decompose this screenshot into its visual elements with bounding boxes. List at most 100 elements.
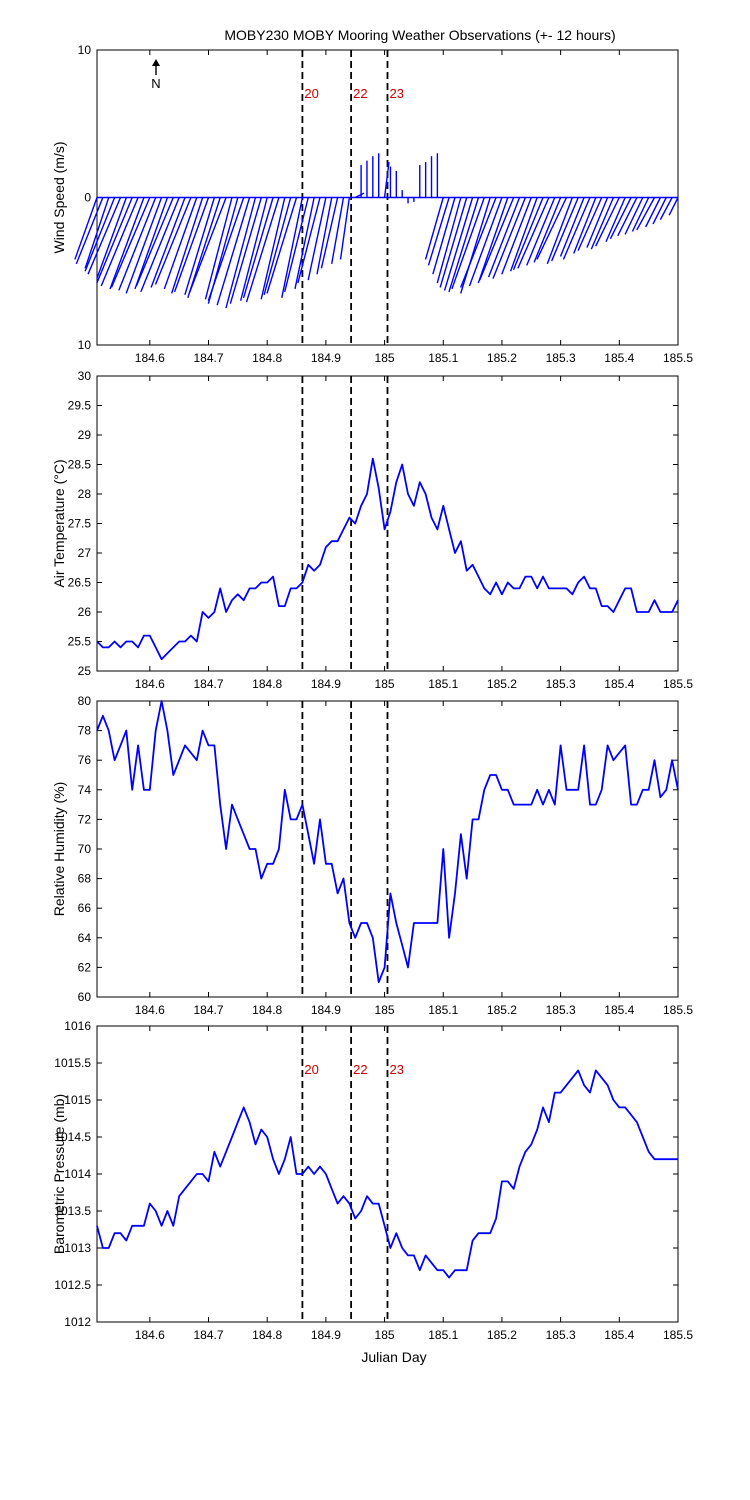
wind-stick: [517, 197, 550, 269]
x-axis-label: Julian Day: [361, 1349, 426, 1365]
x-tick-label: 184.7: [193, 1328, 223, 1342]
wind-stick: [204, 197, 233, 300]
north-arrow: N: [151, 59, 161, 91]
wind-stick: [460, 197, 497, 288]
wind-y-axis-label: Wind Speed (m/s): [51, 141, 67, 253]
x-tick-label: 185: [375, 1003, 395, 1017]
wind-stick: [260, 197, 286, 300]
wind-stick: [468, 197, 503, 287]
wind-stick: [354, 192, 365, 199]
y-tick-label: 1015: [64, 1093, 91, 1107]
wind-stick: [216, 197, 251, 306]
x-tick-label: 185.1: [428, 1003, 458, 1017]
wind-stick: [492, 197, 527, 279]
x-tick-label: 185.5: [663, 1328, 693, 1342]
wind-stick: [135, 197, 174, 287]
air-temperature-y-axis-label: Air Temperature (°C): [51, 459, 67, 587]
x-tick-label: 185: [375, 1328, 395, 1342]
wind-stick: [339, 197, 351, 260]
wind-stick: [439, 197, 468, 288]
wind-stick: [125, 197, 163, 294]
wind-stick: [330, 197, 345, 264]
wind-stick: [281, 197, 304, 298]
y-tick-label: 74: [78, 783, 92, 797]
wind-stick: [645, 197, 662, 228]
event-marker-label: 23: [390, 86, 404, 101]
y-tick-label: 25: [78, 664, 92, 678]
x-tick-label: 184.6: [135, 351, 165, 365]
y-tick-label: 1012: [64, 1315, 91, 1329]
wind-panel: 184.6 184.7 184.8 184.9 185 185.1 185.2 185.3 18…: [51, 43, 693, 365]
y-tick-label: 28.5: [68, 458, 92, 472]
y-tick-label: 76: [78, 753, 92, 767]
y-tick-label: 70: [78, 842, 92, 856]
y-tick-label: 68: [78, 872, 92, 886]
event-marker-label: 20: [304, 86, 318, 101]
wind-stick: [605, 197, 626, 243]
wind-stick: [96, 197, 133, 284]
x-tick-label: 185.4: [604, 351, 634, 365]
y-tick-label: 25.5: [68, 635, 92, 649]
panels: 184.6 184.7 184.8 184.9 185 185.1 185.2 185.3 18…: [51, 43, 693, 1342]
wind-stick: [512, 197, 544, 271]
wind-stick: [100, 197, 139, 287]
wind-stick: [110, 197, 151, 288]
wind-stick: [424, 197, 444, 260]
wind-stick: [477, 197, 509, 284]
air-temperature-series-line: [96, 457, 679, 661]
wind-stick: [84, 197, 110, 269]
y-tick-label: 78: [78, 724, 92, 738]
y-tick-label: 1014: [64, 1167, 91, 1181]
x-tick-label: 184.7: [193, 1003, 223, 1017]
wind-stick: [659, 197, 673, 220]
wind-stick: [590, 197, 615, 250]
wind-stick: [479, 197, 515, 281]
wind-stick: [140, 197, 180, 293]
wind-stick: [631, 197, 650, 232]
wind-stick: [173, 197, 210, 293]
wind-stick: [432, 197, 456, 275]
relative-humidity-panel: 184.6 184.7 184.8 184.9 185 185.1 185.2 185.3 18…: [51, 694, 693, 1017]
wind-stick: [307, 197, 327, 281]
wind-stick: [559, 197, 585, 257]
x-tick-label: 184.8: [252, 351, 282, 365]
wind-stick: [188, 197, 227, 294]
barometric-pressure-y-axis-label: Barometric Pressure (mb): [51, 1094, 67, 1254]
x-tick-label: 185.2: [487, 1328, 517, 1342]
x-tick-label: 184.8: [252, 677, 282, 691]
wind-stick: [624, 197, 644, 235]
x-tick-label: 185.2: [487, 351, 517, 365]
wind-stick: [109, 197, 145, 290]
wind-stick: [150, 197, 186, 288]
wind-stick: [383, 162, 390, 198]
x-tick-label: 184.9: [311, 677, 341, 691]
event-marker-label: 22: [353, 86, 367, 101]
x-tick-label: 185.5: [663, 677, 693, 691]
x-tick-label: 184.8: [252, 1003, 282, 1017]
north-label: N: [151, 76, 160, 91]
y-tick-label: 1012.5: [54, 1278, 91, 1292]
wind-stick: [229, 197, 262, 304]
x-tick-label: 185.3: [546, 1328, 576, 1342]
y-tick-label: 1015.5: [54, 1056, 91, 1070]
wind-stick: [427, 197, 450, 266]
wind-stick: [501, 197, 532, 275]
wind-stick: [96, 197, 128, 279]
wind-stick: [586, 197, 609, 248]
wind-stick: [609, 197, 632, 240]
x-tick-label: 185.4: [604, 1328, 634, 1342]
x-tick-label: 184.6: [135, 1328, 165, 1342]
y-tick-label: 27: [78, 546, 92, 560]
x-tick-label: 185.4: [604, 677, 634, 691]
wind-stick: [225, 197, 257, 309]
wind-stick: [245, 197, 280, 303]
wind-stick: [636, 197, 656, 231]
wind-stick: [617, 197, 638, 237]
x-tick-label: 185.2: [487, 1003, 517, 1017]
y-tick-label: 1014.5: [54, 1130, 91, 1144]
x-tick-label: 184.9: [311, 351, 341, 365]
y-tick-label: 26: [78, 605, 92, 619]
barometric-pressure-panel: 184.6 184.7 184.8 184.9 185 185.1 185.2 185.3 18…: [51, 1019, 693, 1342]
relative-humidity-y-axis-label: Relative Humidity (%): [51, 782, 67, 917]
x-tick-label: 184.9: [311, 1328, 341, 1342]
